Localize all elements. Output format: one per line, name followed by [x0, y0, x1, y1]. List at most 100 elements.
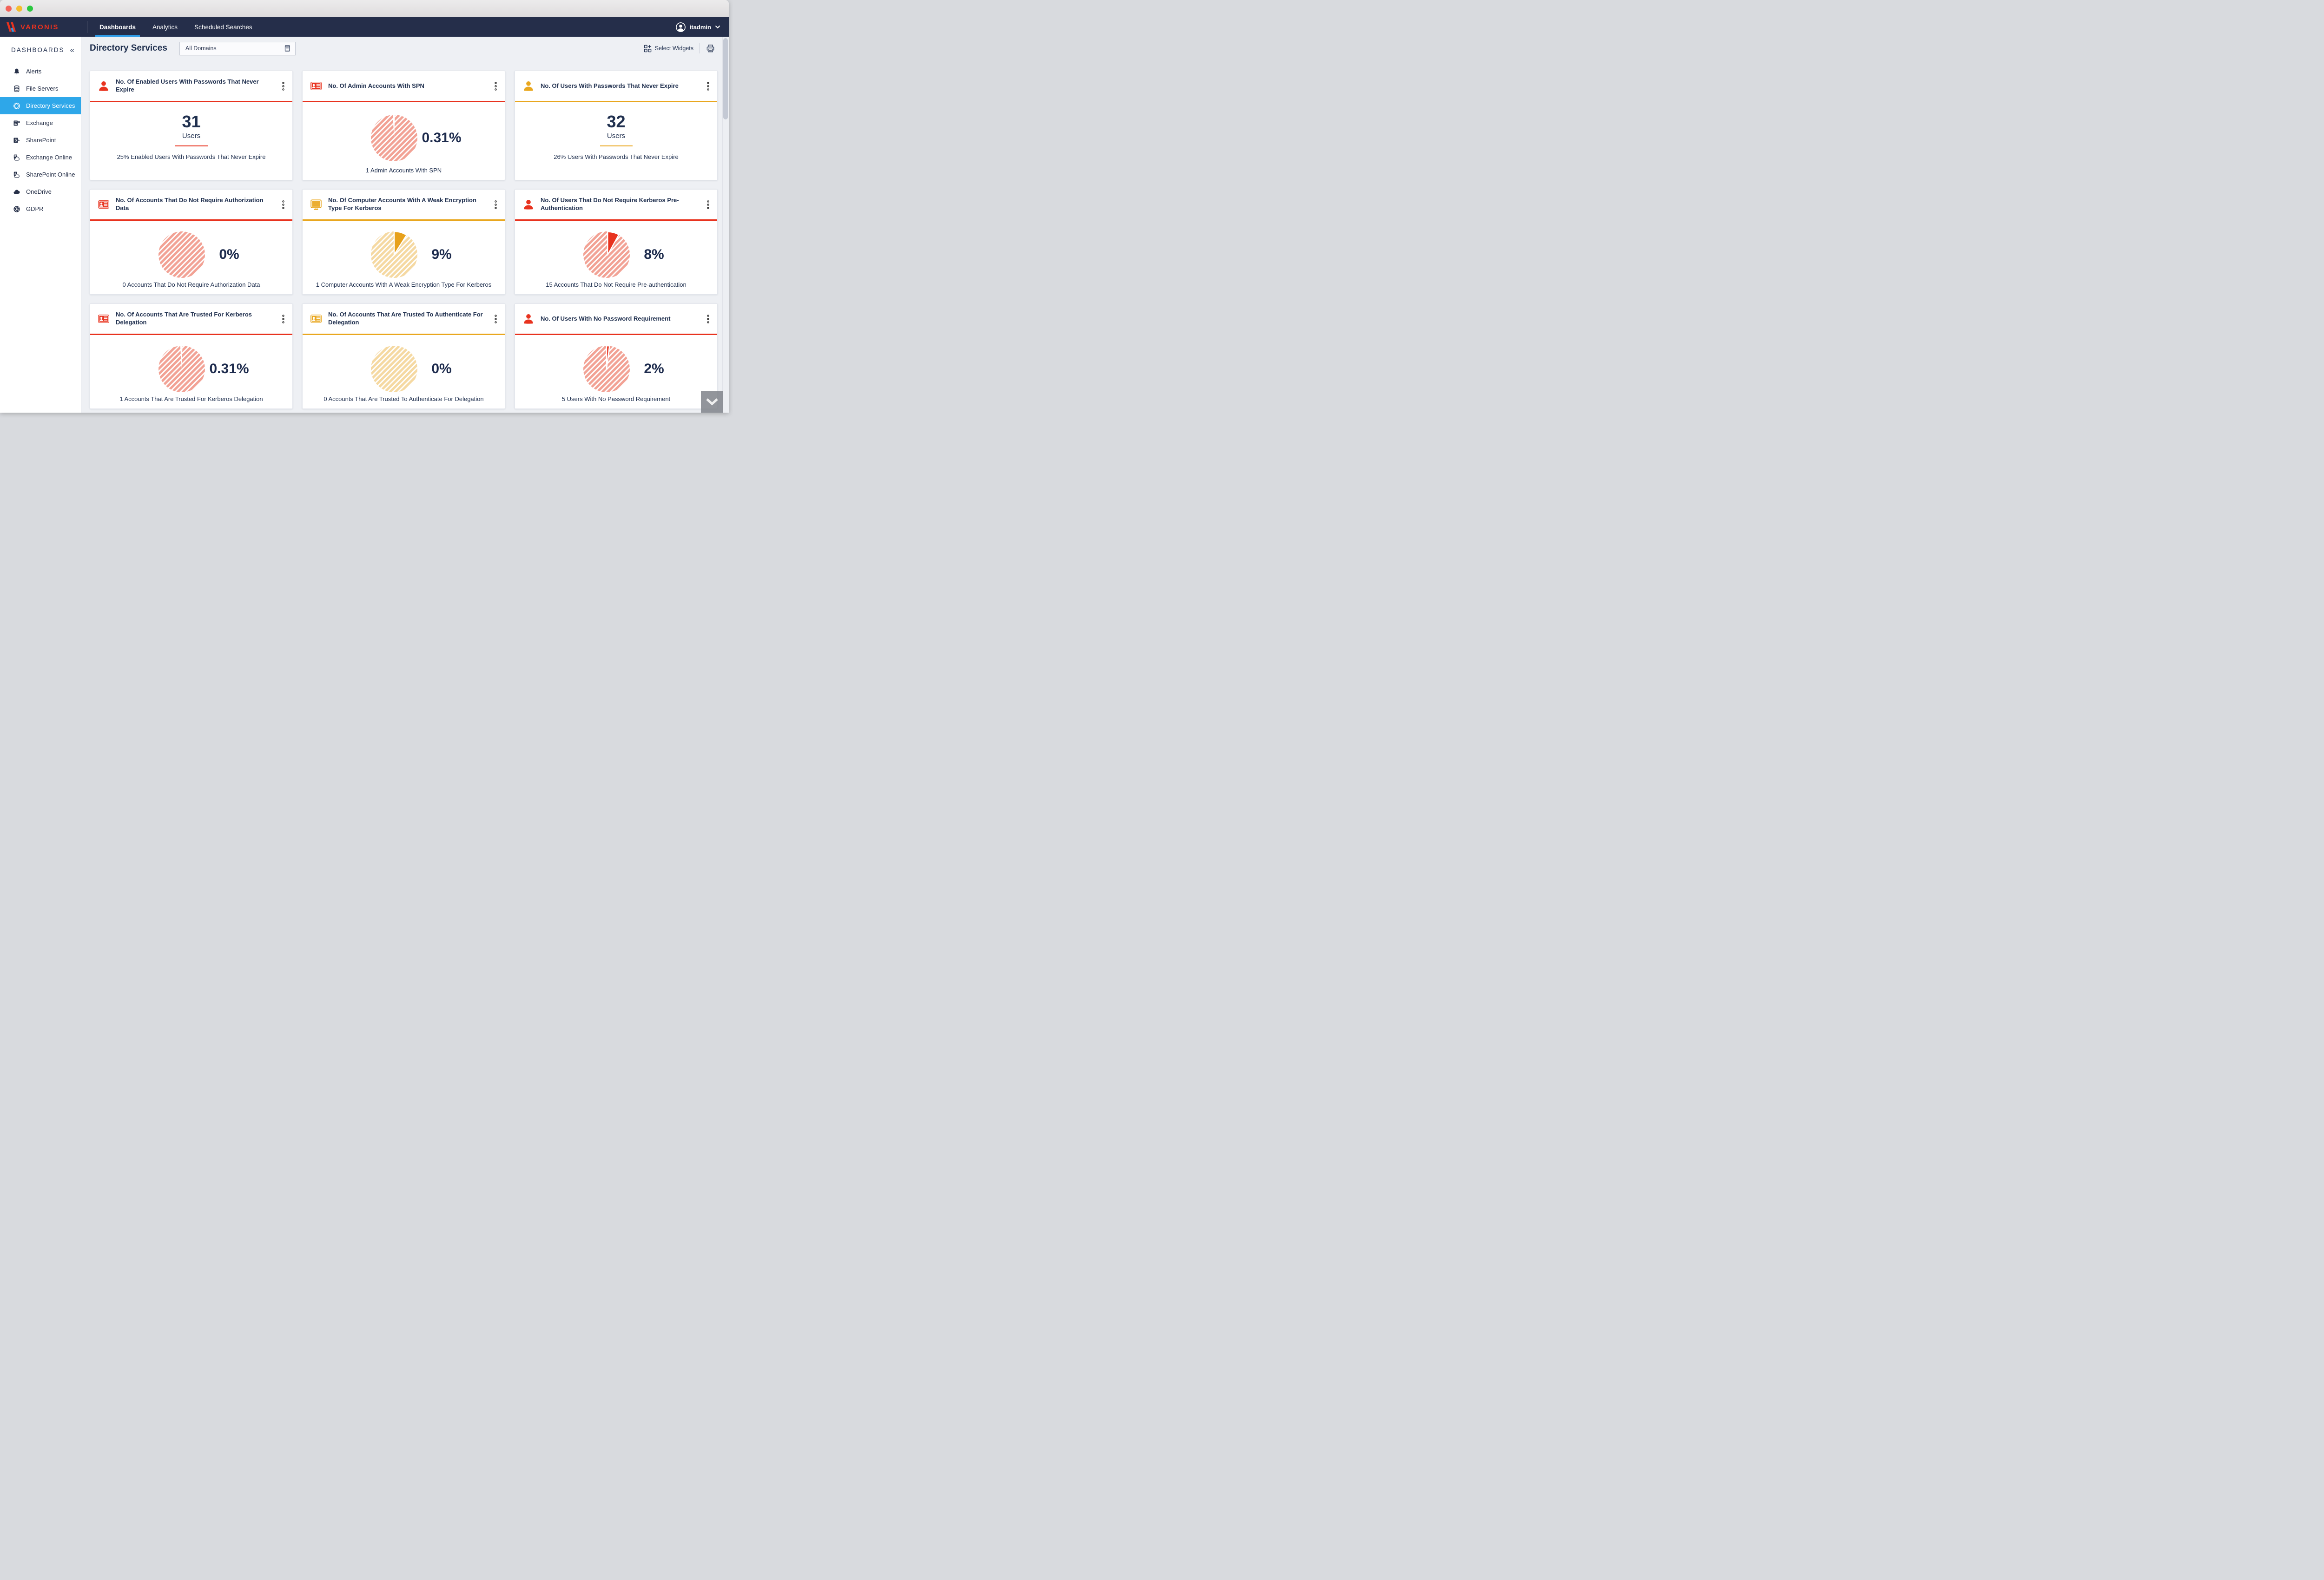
tab-dashboards[interactable]: Dashboards: [91, 17, 144, 37]
sidebar-item-label: File Servers: [26, 85, 59, 92]
widget-header: No. Of Users With No Password Requiremen…: [515, 304, 717, 334]
sidebar-item-label: GDPR: [26, 205, 44, 212]
widget-accent-bar: [515, 219, 717, 221]
widget-caption: 0 Accounts That Do Not Require Authoriza…: [122, 281, 260, 288]
id-card-icon: [98, 313, 110, 325]
sidebar-item-sharepoint-online[interactable]: S SharePoint Online: [0, 166, 81, 183]
minimize-window-button[interactable]: [16, 6, 22, 12]
sidebar-item-onedrive[interactable]: OneDrive: [0, 183, 81, 200]
sidebar-item-file-servers[interactable]: File Servers: [0, 80, 81, 97]
widget-caption: 26% Users With Passwords That Never Expi…: [554, 153, 679, 160]
kebab-dots-icon: [282, 81, 284, 91]
exchange-icon: [13, 119, 20, 127]
sidebar-items: Alerts File Servers Directory Services Exch…: [0, 63, 81, 217]
widget-header: No. Of Accounts That Are Trusted To Auth…: [303, 304, 505, 334]
select-widgets-button[interactable]: Select Widgets: [644, 45, 693, 53]
sidebar-item-label: Exchange Online: [26, 154, 73, 161]
widget-accent-bar: [303, 101, 505, 102]
top-navbar: VARONIS Dashboards Analytics Scheduled S…: [0, 17, 729, 37]
maximize-window-button[interactable]: [27, 6, 33, 12]
widget-accent-bar: [90, 101, 292, 102]
widgets-grid: No. Of Enabled Users With Passwords That…: [90, 71, 718, 409]
kebab-dots-icon: [282, 314, 284, 323]
print-button[interactable]: [706, 44, 715, 53]
widget-header: No. Of Users That Do Not Require Kerbero…: [515, 190, 717, 219]
widget-title: No. Of Admin Accounts With SPN: [328, 82, 424, 89]
sidebar-item-gdpr[interactable]: GDPR: [0, 200, 81, 217]
varonis-logo[interactable]: VARONIS: [0, 17, 87, 37]
pie-chart: [371, 230, 417, 278]
kebab-dots-icon: [706, 200, 709, 209]
sidebar-collapse-icon[interactable]: «: [70, 45, 74, 54]
widget-title: No. Of Accounts That Are Trusted To Auth…: [328, 311, 483, 326]
onedrive-icon: [13, 188, 20, 196]
chevron-down-icon: [715, 25, 720, 29]
widget-card: No. Of Accounts That Do Not Require Auth…: [90, 189, 293, 295]
widget-body: 8% 15 Accounts That Do Not Require Pre-a…: [515, 221, 717, 294]
dashboards-sidebar: DASHBOARDS « Alerts File Servers Directory…: [0, 37, 81, 413]
sidebar-item-alerts[interactable]: Alerts: [0, 63, 81, 80]
pie-chart: [158, 345, 205, 392]
widget-accent-bar: [90, 219, 292, 221]
pie-chart: [583, 231, 630, 278]
id-card-icon: [98, 198, 110, 211]
widget-caption: 1 Admin Accounts With SPN: [365, 167, 442, 174]
domain-journal-icon: [284, 45, 290, 52]
widget-card: No. Of Accounts That Are Trusted For Ker…: [90, 303, 293, 409]
widget-menu-button[interactable]: [277, 312, 289, 325]
widget-caption: 0 Accounts That Are Trusted To Authentic…: [324, 395, 484, 402]
widget-percent: 0.31%: [209, 361, 249, 376]
tab-scheduled-searches[interactable]: Scheduled Searches: [194, 23, 252, 31]
widget-title: No. Of Accounts That Do Not Require Auth…: [116, 197, 264, 211]
widget-body: 32 Users 26% Users With Passwords That N…: [515, 102, 717, 180]
kebab-dots-icon: [494, 200, 497, 209]
widget-card: No. Of Accounts That Are Trusted To Auth…: [302, 303, 505, 409]
widget-card: No. Of Computer Accounts With A Weak Enc…: [302, 189, 505, 295]
sidebar-item-directory-services[interactable]: Directory Services: [0, 97, 81, 114]
widget-accent-bar: [90, 334, 292, 335]
sidebar-item-exchange[interactable]: Exchange: [0, 114, 81, 132]
widget-body: 0.31% 1 Accounts That Are Trusted For Ke…: [90, 335, 292, 408]
scrollbar-thumb[interactable]: [723, 38, 728, 119]
widget-title: No. Of Users With No Password Requiremen…: [541, 315, 671, 322]
sidebar-item-label: Directory Services: [26, 102, 75, 109]
domain-filter-dropdown[interactable]: All Domains: [179, 41, 296, 55]
kebab-dots-icon: [494, 314, 497, 323]
sidebar-item-exchange-online[interactable]: Exchange Online: [0, 149, 81, 166]
widget-title: No. Of Accounts That Are Trusted For Ker…: [116, 311, 252, 326]
widget-header: No. Of Enabled Users With Passwords That…: [90, 71, 292, 101]
kebab-dots-icon: [282, 200, 284, 209]
widget-menu-button[interactable]: [277, 79, 289, 92]
widget-menu-button[interactable]: [277, 198, 289, 211]
sidebar-item-label: SharePoint Online: [26, 171, 75, 178]
sidebar-item-label: SharePoint: [26, 137, 56, 144]
gdpr-icon: [13, 205, 20, 213]
window-controls: [6, 6, 33, 12]
page-title: Directory Services: [90, 43, 167, 53]
vertical-scrollbar[interactable]: [722, 37, 729, 413]
user-menu[interactable]: itadmin: [675, 17, 729, 37]
widget-menu-button[interactable]: [702, 79, 713, 92]
close-window-button[interactable]: [6, 6, 12, 12]
widget-caption: 5 Users With No Password Requirement: [561, 395, 671, 402]
select-widgets-label: Select Widgets: [654, 45, 693, 52]
nav-tabs: Dashboards Analytics Scheduled Searches: [91, 17, 261, 37]
widget-menu-button[interactable]: [490, 198, 501, 211]
widget-menu-button[interactable]: [490, 79, 501, 92]
scroll-down-button[interactable]: [701, 391, 723, 413]
widget-caption: 15 Accounts That Do Not Require Pre-auth…: [546, 281, 687, 288]
widget-title: No. Of Users With Passwords That Never E…: [541, 82, 679, 89]
widget-title: No. Of Computer Accounts With A Weak Enc…: [328, 197, 476, 211]
kebab-dots-icon: [706, 81, 709, 91]
widget-header: No. Of Computer Accounts With A Weak Enc…: [303, 190, 505, 219]
widget-menu-button[interactable]: [490, 312, 501, 325]
widget-card: No. Of Users With Passwords That Never E…: [515, 71, 718, 180]
widget-menu-button[interactable]: [702, 312, 713, 325]
widget-body: 0% 0 Accounts That Do Not Require Author…: [90, 221, 292, 294]
exchange-online-icon: [13, 154, 20, 161]
page-header: Directory Services All Domains: [90, 41, 715, 56]
widget-menu-button[interactable]: [702, 198, 713, 211]
sidebar-item-sharepoint[interactable]: S SharePoint: [0, 132, 81, 149]
file-servers-icon: [13, 85, 20, 92]
tab-analytics[interactable]: Analytics: [152, 23, 178, 31]
